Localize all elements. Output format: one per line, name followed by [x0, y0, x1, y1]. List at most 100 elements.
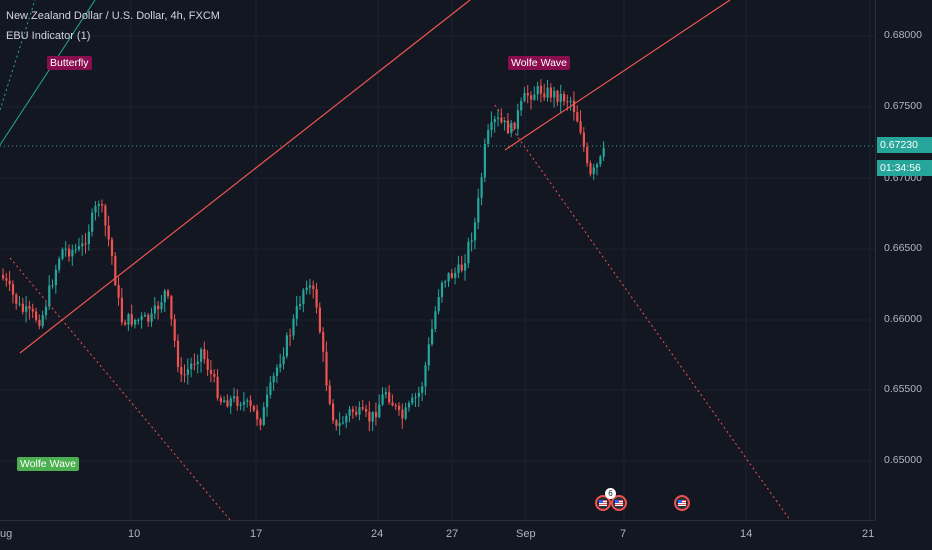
candle-body [523, 93, 526, 102]
candle-body [229, 398, 232, 407]
indicator-legend[interactable]: EBU Indicator (1) [6, 30, 91, 42]
candle-body [120, 297, 123, 323]
candle-body [559, 93, 562, 102]
candle-body [77, 246, 81, 250]
candle-body [8, 280, 11, 285]
candle-body [361, 407, 364, 409]
candle-body [530, 95, 533, 100]
candle-body [157, 305, 160, 310]
candle-body [143, 314, 147, 317]
time-tick: 17 [250, 528, 263, 540]
candle-body [312, 285, 315, 290]
time-tick: 10 [128, 528, 141, 540]
candle-body [582, 132, 585, 148]
candle-body [140, 316, 143, 320]
candle-body [38, 319, 41, 326]
plot-canvas[interactable] [0, 0, 875, 520]
candle-body [599, 156, 602, 165]
butterfly-line [0, 0, 36, 111]
candle-body [391, 402, 394, 406]
candle-body [460, 264, 463, 271]
candle-body [2, 275, 5, 279]
candle-body [269, 382, 272, 395]
candle-body [450, 273, 453, 278]
price-tick: 0.66000 [884, 313, 922, 325]
candle-body [97, 204, 100, 207]
candle-body [101, 204, 104, 206]
butterfly-label: Butterfly [47, 56, 92, 70]
candle-body [137, 319, 140, 321]
us-flag-icon[interactable] [611, 495, 627, 511]
candle-body [546, 87, 549, 98]
candle-body [259, 419, 262, 426]
time-axis[interactable]: ug 10 17 24 27 Sep 7 14 21 [0, 520, 875, 550]
candle-body [440, 282, 444, 298]
candle-body [592, 167, 595, 175]
candle-body [497, 117, 500, 120]
us-flag-icon[interactable] [595, 495, 611, 511]
candle-body [246, 400, 249, 402]
candle-body [61, 249, 64, 259]
candle-body [500, 117, 503, 123]
candle-body [134, 319, 137, 325]
candle-body [292, 318, 295, 336]
candle-body [308, 285, 312, 288]
candle-body [285, 335, 288, 357]
time-tick: 21 [862, 528, 875, 540]
time-tick: ug [0, 528, 13, 540]
symbol-title[interactable]: New Zealand Dollar / U.S. Dollar, 4h, FX… [6, 10, 220, 22]
candle-body [322, 331, 325, 352]
candle-body [427, 344, 430, 366]
wolfe-target-line-left [9, 257, 231, 520]
candle-body [553, 90, 556, 98]
candle-body [206, 359, 209, 371]
time-tick: 14 [740, 528, 753, 540]
candle-body [543, 93, 546, 98]
candle-body [526, 93, 529, 96]
candle-body [586, 147, 589, 164]
time-tick: Sep [516, 528, 536, 540]
candle-body [147, 314, 150, 322]
candle-body [381, 394, 384, 405]
candle-body [71, 249, 74, 257]
candle-body [368, 411, 371, 422]
candle-body [473, 222, 477, 241]
time-tick: 27 [446, 528, 459, 540]
candle-body [209, 370, 213, 374]
candle-body [110, 239, 114, 256]
candle-body [203, 349, 206, 360]
us-flag-icon[interactable] [674, 495, 690, 511]
candle-body [325, 351, 328, 386]
candle-body [556, 90, 559, 102]
candle-body [510, 122, 513, 134]
candle-body [470, 240, 473, 242]
candle-body [272, 375, 275, 383]
candle-body [117, 284, 120, 298]
candle-body [431, 328, 434, 345]
candle-body [91, 212, 94, 232]
candle-body [35, 311, 38, 320]
candle-body [384, 392, 387, 395]
candle-body [417, 392, 420, 398]
candle-body [163, 290, 166, 303]
wolfe-wave-label-top: Wolfe Wave [508, 56, 571, 70]
candle-body [44, 306, 48, 316]
candle-body [58, 258, 61, 270]
candle-body [275, 367, 279, 376]
time-tick: 7 [620, 528, 627, 540]
candle-body [516, 110, 519, 129]
candle-body [176, 340, 180, 368]
price-axis[interactable]: 0.68000 0.67500 0.67000 0.66500 0.66000 … [875, 0, 932, 520]
candle-body [421, 386, 424, 393]
candle-body [576, 112, 579, 122]
candle-body [566, 101, 569, 103]
price-plot[interactable]: New Zealand Dollar / U.S. Dollar, 4h, FX… [0, 0, 875, 520]
candle-body [549, 87, 552, 98]
candle-body [25, 306, 28, 312]
wolfe-wave-label-bottom: Wolfe Wave [17, 457, 80, 471]
time-tick: 24 [371, 528, 384, 540]
current-price-tag: 0.67230 [877, 137, 932, 153]
candle-body [407, 403, 411, 408]
candle-body [54, 269, 57, 286]
